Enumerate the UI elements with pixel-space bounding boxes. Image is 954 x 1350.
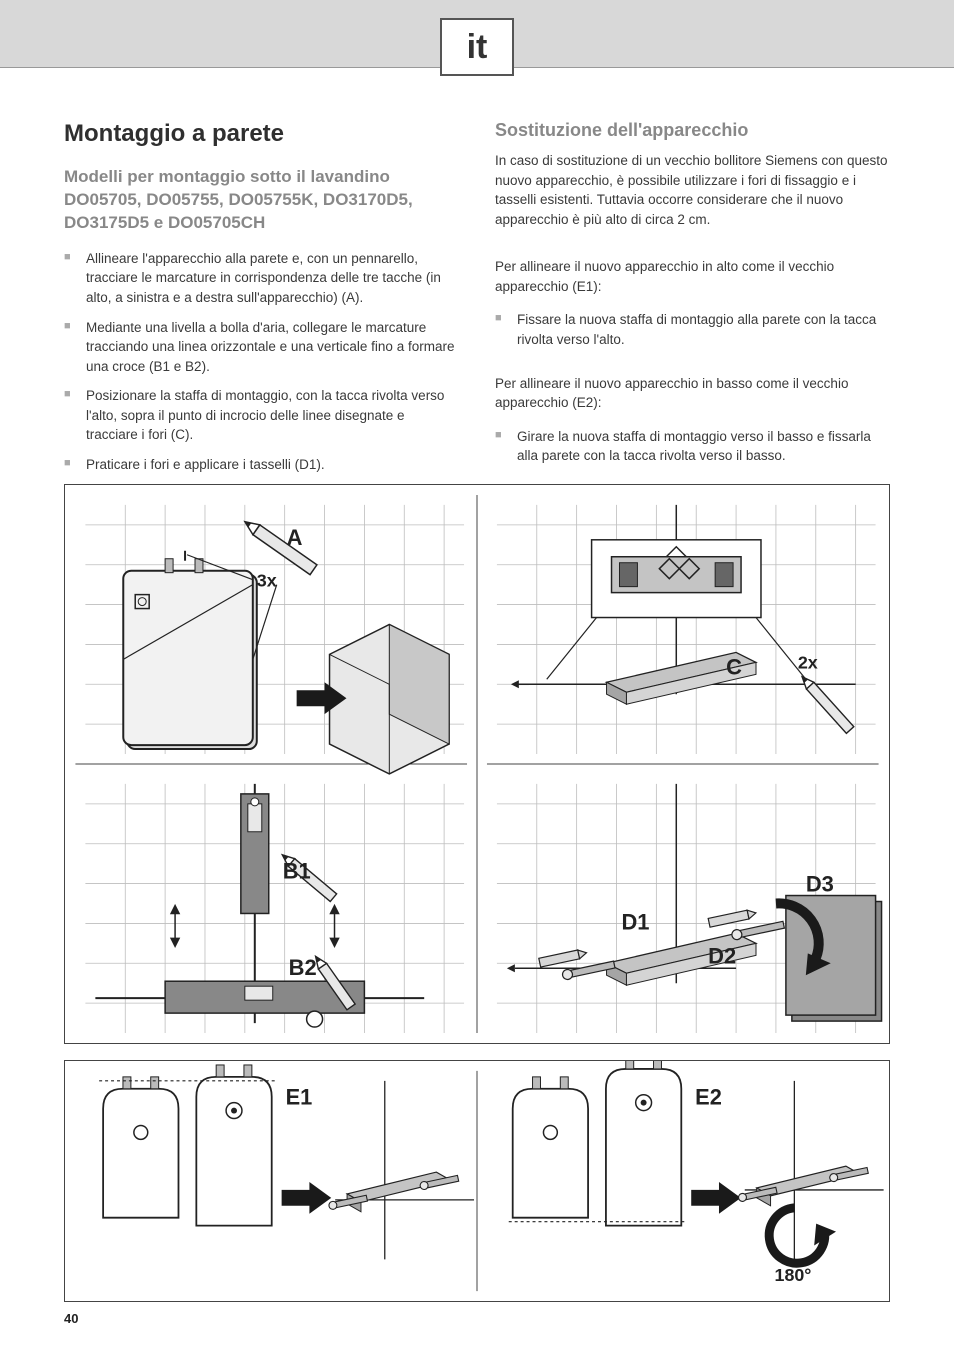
- figure-mounting-steps: A 3x B1: [64, 484, 890, 1044]
- models-subheading: Modelli per montaggio sotto il lavandino…: [64, 166, 459, 235]
- panel-E1: E1: [99, 1065, 474, 1259]
- label-3x: 3x: [257, 571, 277, 591]
- label-A: A: [287, 525, 303, 550]
- label-C: C: [726, 654, 742, 679]
- panel-C: C 2x: [511, 505, 856, 733]
- intro-paragraph: In caso di sostituzione di un vecchio bo…: [495, 151, 890, 229]
- label-D2: D2: [708, 943, 736, 968]
- label-2x: 2x: [798, 652, 818, 672]
- label-E2: E2: [695, 1085, 722, 1110]
- label-B1: B1: [283, 859, 311, 884]
- language-code: it: [467, 28, 488, 67]
- list-item: Allineare l'apparecchio alla parete e, c…: [64, 249, 459, 308]
- panel-E2: E2 180°: [509, 1061, 884, 1285]
- panel-B: B1 B2: [95, 784, 424, 1027]
- list-item: Fissare la nuova staffa di montaggio all…: [495, 310, 890, 349]
- language-badge: it: [440, 18, 514, 76]
- list-item: Girare la nuova staffa di montaggio vers…: [495, 427, 890, 466]
- panel-A: A 3x: [123, 517, 449, 774]
- list-item: Praticare i fori e applicare i tasselli …: [64, 455, 459, 475]
- main-heading: Montaggio a parete: [64, 120, 459, 148]
- page-number: 40: [64, 1311, 78, 1326]
- section-heading: Sostituzione dell'apparecchio: [495, 120, 890, 141]
- list-item: Mediante una livella a bolla d'aria, col…: [64, 318, 459, 377]
- list-item: Posizionare la staffa di montaggio, con …: [64, 386, 459, 445]
- label-180deg: 180°: [775, 1265, 812, 1285]
- instruction-list-e2: Girare la nuova staffa di montaggio vers…: [495, 427, 890, 466]
- instruction-list-e1: Fissare la nuova staffa di montaggio all…: [495, 310, 890, 349]
- panel-D: D1 D2 D3: [507, 784, 882, 1021]
- label-D3: D3: [806, 872, 834, 897]
- label-E1: E1: [286, 1085, 313, 1110]
- figure-replacement: E1: [64, 1060, 890, 1302]
- paragraph-e1: Per allineare il nuovo apparecchio in al…: [495, 257, 890, 296]
- label-D1: D1: [621, 909, 649, 934]
- header-bar: it: [0, 0, 954, 68]
- paragraph-e2: Per allineare il nuovo apparecchio in ba…: [495, 374, 890, 413]
- label-B2: B2: [289, 955, 317, 980]
